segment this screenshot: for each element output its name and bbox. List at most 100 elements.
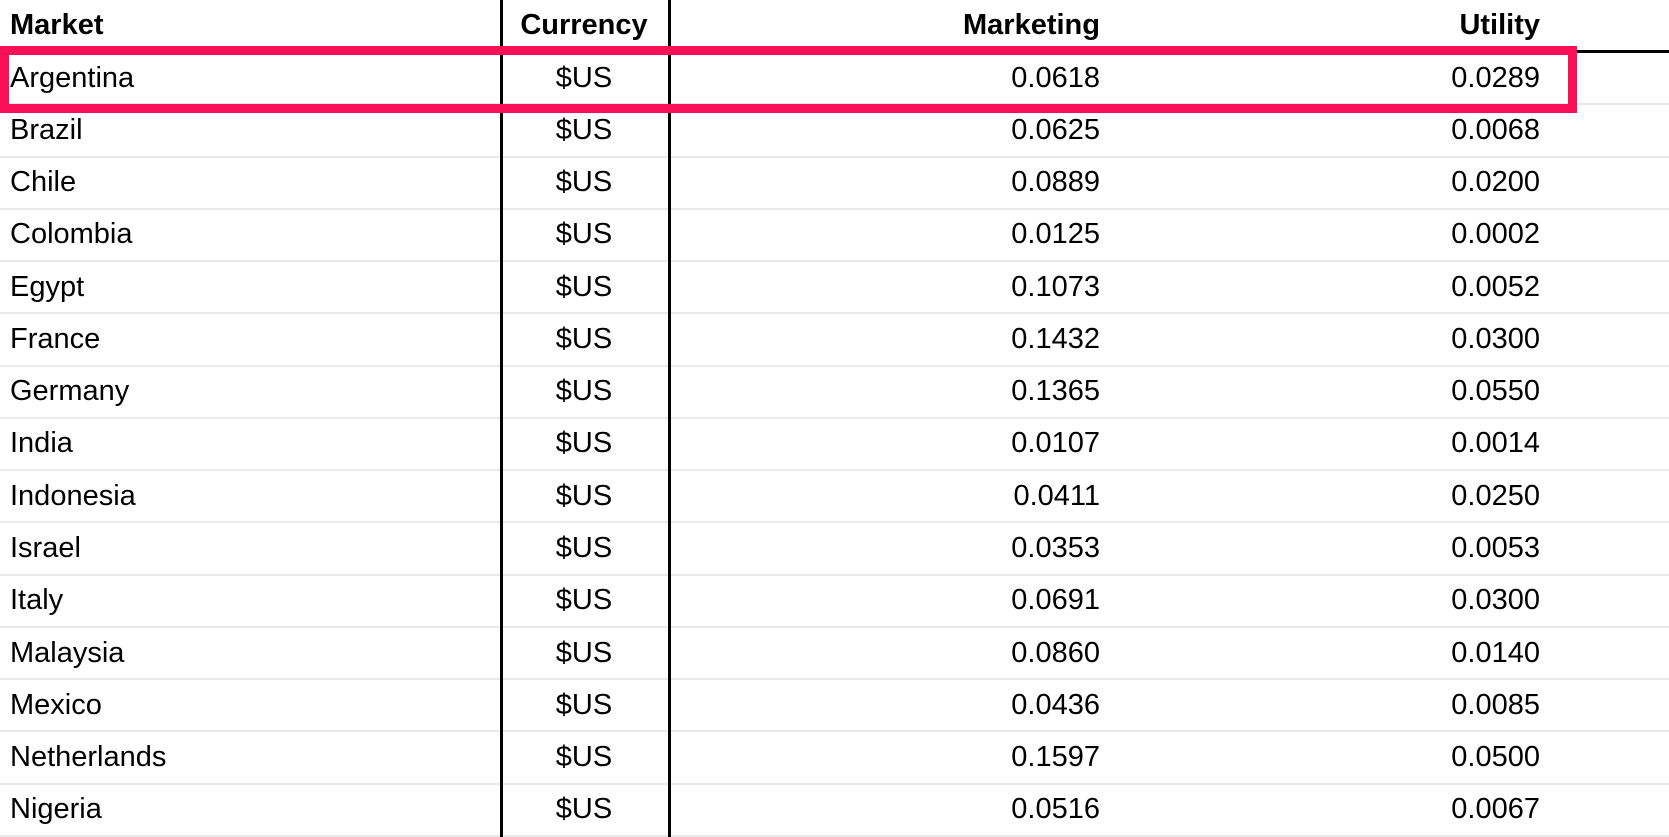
row-filler-cell [1552,53,1669,103]
marketing-cell[interactable]: 0.0691 [1011,584,1100,617]
row-filler-cell [1552,576,1669,626]
currency-cell[interactable]: $US [555,741,613,774]
row-filler-cell [1552,419,1669,469]
utility-cell[interactable]: 0.0068 [1451,113,1540,146]
market-cell[interactable]: Colombia [10,218,133,251]
market-cell[interactable]: France [10,322,101,355]
marketing-cell[interactable]: 0.1432 [1011,322,1100,355]
row-filler-cell [1552,732,1669,782]
marketing-cell[interactable]: 0.0436 [1011,688,1100,721]
table-row[interactable]: Italy $US 0.0691 0.0300 [0,575,1669,628]
market-cell[interactable]: Nigeria [10,793,102,826]
column-header-marketing[interactable]: Marketing [963,8,1100,41]
market-cell[interactable]: Germany [10,375,130,408]
market-cell[interactable]: Chile [10,166,77,199]
table-row[interactable]: Netherlands $US 0.1597 0.0500 [0,732,1669,785]
utility-cell[interactable]: 0.0085 [1451,688,1540,721]
table-row[interactable]: Nigeria $US 0.0516 0.0067 [0,784,1669,837]
table-row[interactable]: Colombia $US 0.0125 0.0002 [0,209,1669,263]
currency-cell[interactable]: $US [555,479,613,512]
market-cell[interactable]: India [10,427,73,460]
utility-cell[interactable]: 0.0052 [1451,270,1540,303]
marketing-cell[interactable]: 0.0353 [1011,532,1100,565]
table-row[interactable]: France $US 0.1432 0.0300 [0,314,1669,367]
table-row[interactable]: Egypt $US 0.1073 0.0052 [0,262,1669,315]
header-filler-cell [1552,0,1669,50]
utility-cell[interactable]: 0.0200 [1451,166,1540,199]
market-cell[interactable]: Mexico [10,688,102,721]
table-row[interactable]: Argentina $US 0.0618 0.0289 [0,53,1669,106]
currency-cell[interactable]: $US [555,270,613,303]
utility-cell[interactable]: 0.0053 [1451,532,1540,565]
currency-cell[interactable]: $US [555,584,613,617]
market-cell[interactable]: Brazil [10,113,83,146]
utility-cell[interactable]: 0.0300 [1451,322,1540,355]
utility-cell[interactable]: 0.0500 [1451,741,1540,774]
table-header-row: Market Currency Marketing Utility [0,0,1669,53]
currency-cell[interactable]: $US [555,427,613,460]
table-row[interactable]: Indonesia $US 0.0411 0.0250 [0,471,1669,524]
row-filler-cell [1552,471,1669,521]
column-header-utility[interactable]: Utility [1459,8,1540,41]
table-row[interactable]: Germany $US 0.1365 0.0550 [0,366,1669,419]
marketing-cell[interactable]: 0.0516 [1011,793,1100,826]
row-filler-cell [1552,367,1669,417]
row-filler-cell [1552,785,1669,835]
currency-cell[interactable]: $US [555,166,613,199]
market-cell[interactable]: Israel [10,532,81,565]
market-cell[interactable]: Italy [10,584,64,617]
market-cell[interactable]: Netherlands [10,741,167,774]
currency-cell[interactable]: $US [555,61,613,94]
utility-cell[interactable]: 0.0250 [1451,479,1540,512]
marketing-cell[interactable]: 0.0618 [1011,61,1100,94]
table-row[interactable]: Chile $US 0.0889 0.0200 [0,157,1669,210]
row-filler-cell [1552,210,1669,260]
currency-cell[interactable]: $US [555,532,613,565]
currency-cell[interactable]: $US [555,218,613,251]
row-filler-cell [1552,523,1669,573]
column-header-market[interactable]: Market [10,8,104,41]
market-cell[interactable]: Argentina [10,61,135,94]
row-filler-cell [1552,680,1669,730]
marketing-cell[interactable]: 0.0625 [1011,113,1100,146]
currency-cell[interactable]: $US [555,322,613,355]
table-row[interactable]: Brazil $US 0.0625 0.0068 [0,105,1669,158]
utility-cell[interactable]: 0.0550 [1451,375,1540,408]
market-cell[interactable]: Malaysia [10,636,125,669]
utility-cell[interactable]: 0.0067 [1451,793,1540,826]
marketing-cell[interactable]: 0.1365 [1011,375,1100,408]
utility-cell[interactable]: 0.0300 [1451,584,1540,617]
currency-cell[interactable]: $US [555,113,613,146]
utility-cell[interactable]: 0.0289 [1451,61,1540,94]
marketing-cell[interactable]: 0.0125 [1011,218,1100,251]
currency-cell[interactable]: $US [555,636,613,669]
marketing-cell[interactable]: 0.1073 [1011,270,1100,303]
table-row[interactable]: Malaysia $US 0.0860 0.0140 [0,627,1669,681]
market-cell[interactable]: Egypt [10,270,85,303]
table-row[interactable]: Israel $US 0.0353 0.0053 [0,523,1669,576]
utility-cell[interactable]: 0.0014 [1451,427,1540,460]
market-cell[interactable]: Indonesia [10,479,136,512]
marketing-cell[interactable]: 0.1597 [1011,741,1100,774]
currency-column-left-border [500,0,503,837]
utility-cell[interactable]: 0.0140 [1451,636,1540,669]
currency-column-right-border [668,0,671,837]
marketing-cell[interactable]: 0.0107 [1011,427,1100,460]
row-filler-cell [1552,628,1669,678]
utility-cell[interactable]: 0.0002 [1451,218,1540,251]
currency-cell[interactable]: $US [555,375,613,408]
row-filler-cell [1552,158,1669,208]
marketing-cell[interactable]: 0.0860 [1011,636,1100,669]
table-row[interactable]: India $US 0.0107 0.0014 [0,418,1669,472]
currency-cell[interactable]: $US [555,793,613,826]
marketing-cell[interactable]: 0.0411 [1013,479,1100,512]
table-row[interactable]: Mexico $US 0.0436 0.0085 [0,680,1669,733]
marketing-cell[interactable]: 0.0889 [1011,166,1100,199]
currency-cell[interactable]: $US [555,688,613,721]
column-header-currency[interactable]: Currency [520,8,648,41]
row-filler-cell [1552,314,1669,364]
row-filler-cell [1552,262,1669,312]
row-filler-cell [1552,105,1669,155]
